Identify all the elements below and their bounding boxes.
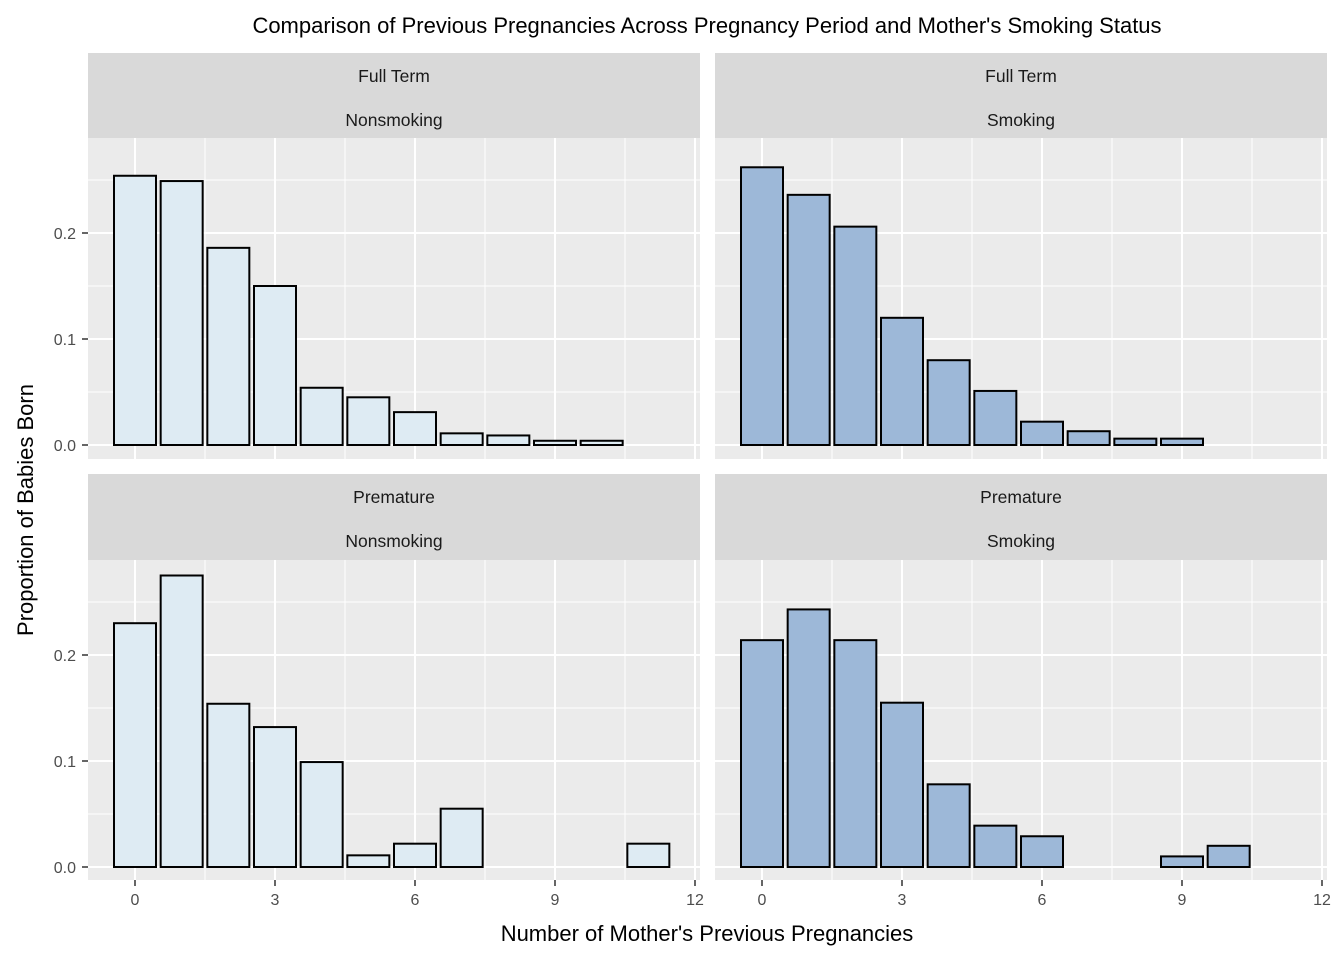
y-tick-label: 0.1	[54, 332, 76, 349]
strip-label-smoking: Nonsmoking	[345, 110, 442, 130]
bar	[206, 246, 251, 446]
bar	[299, 386, 344, 447]
bar	[740, 166, 784, 446]
bar	[1020, 835, 1064, 869]
bar	[159, 574, 204, 868]
x-tick-label: 9	[1178, 892, 1187, 909]
strip-label-period: Premature	[353, 487, 435, 507]
bar	[740, 639, 784, 868]
x-tick-label: 12	[686, 892, 704, 909]
facet-strip	[88, 53, 700, 138]
x-tick-label: 0	[758, 892, 767, 909]
x-tick-label: 3	[271, 892, 280, 909]
y-axis-title: Proportion of Babies Born	[13, 384, 38, 636]
bar	[206, 702, 251, 869]
bar	[1160, 437, 1204, 447]
bar	[159, 180, 204, 446]
bar	[926, 359, 971, 447]
bar	[880, 701, 924, 869]
strip-label-smoking: Smoking	[987, 110, 1055, 130]
bar	[486, 434, 531, 446]
strip-label-period: Full Term	[985, 66, 1057, 86]
bar	[626, 842, 671, 868]
panel: Premature Smoking	[715, 474, 1327, 880]
bar	[1113, 437, 1158, 447]
bar	[439, 432, 484, 446]
panel: Full Term Smoking	[715, 53, 1327, 459]
bar	[346, 396, 391, 446]
bar	[113, 174, 157, 446]
bar	[113, 622, 157, 869]
x-tick-label: 0	[131, 892, 140, 909]
panel: Premature Nonsmoking	[88, 474, 700, 880]
facet-strip	[88, 474, 700, 560]
bar	[786, 608, 831, 868]
strip-label-smoking: Nonsmoking	[345, 531, 442, 551]
y-axis: 0.0 0.1 0.2 0.0 0.1 0.2	[54, 226, 88, 877]
x-tick-label: 6	[411, 892, 420, 909]
strip-label-period: Premature	[980, 487, 1062, 507]
x-tick-label: 9	[551, 892, 560, 909]
x-tick-label: 3	[898, 892, 907, 909]
y-tick-label: 0.0	[54, 438, 76, 455]
bar	[299, 761, 344, 868]
bar	[880, 316, 924, 446]
bar	[1020, 420, 1064, 446]
x-axis: 0 3 6 9 12 0 3 6 9 12	[131, 880, 1331, 909]
bar	[393, 411, 437, 447]
x-tick-label: 6	[1038, 892, 1047, 909]
strip-label-period: Full Term	[358, 66, 430, 86]
bar	[579, 439, 624, 447]
panel: Full Term Nonsmoking	[88, 53, 700, 459]
bar	[393, 842, 437, 868]
bar	[253, 726, 297, 869]
y-tick-label: 0.2	[54, 648, 76, 665]
bar	[1160, 855, 1204, 869]
bar	[973, 824, 1018, 868]
bar	[533, 439, 577, 447]
strip-label-smoking: Smoking	[987, 531, 1055, 551]
bar	[833, 639, 878, 868]
x-tick-label: 12	[1313, 892, 1331, 909]
bar	[1206, 844, 1251, 868]
y-tick-label: 0.1	[54, 754, 76, 771]
y-tick-label: 0.0	[54, 860, 76, 877]
facet-strip	[715, 474, 1327, 560]
bar	[346, 854, 391, 869]
bar	[833, 225, 878, 446]
bar	[973, 389, 1018, 447]
x-axis-title: Number of Mother's Previous Pregnancies	[501, 921, 914, 946]
bar	[1066, 430, 1111, 447]
chart-title: Comparison of Previous Pregnancies Acros…	[252, 13, 1161, 38]
bar	[439, 807, 484, 869]
bar	[926, 783, 971, 869]
facet-strip	[715, 53, 1327, 138]
bar	[253, 285, 297, 446]
y-tick-label: 0.2	[54, 226, 76, 243]
bar	[786, 193, 831, 446]
